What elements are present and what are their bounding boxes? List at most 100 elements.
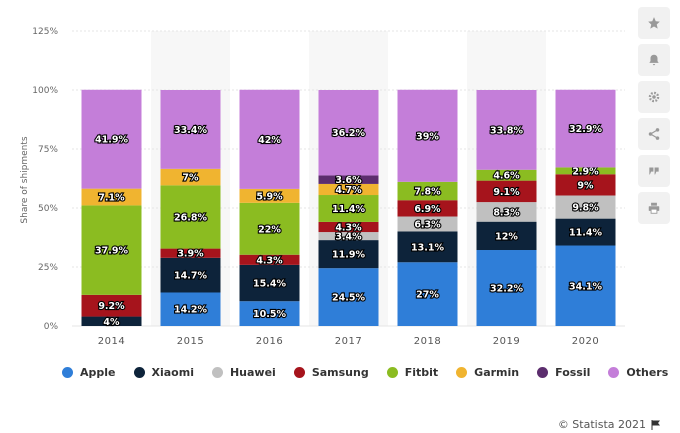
y-tick-label: 25% [38,263,58,273]
bar-segment-xiaomi [239,264,300,302]
legend-marker [537,367,549,378]
bar-segment-fitbit [81,205,142,295]
bar-segment-xiaomi [476,221,537,251]
settings-button[interactable] [638,81,670,113]
bar-segment-huawei [318,232,379,241]
data-label: 11.4% [332,204,365,215]
bar-segment-huawei [555,195,616,219]
data-label: 11.4% [569,228,602,239]
bar-segment-apple [476,250,537,326]
data-label: 10.5% [253,309,286,320]
bar-segment-fitbit [318,195,379,222]
legend-item-huawei[interactable]: Huawei [211,366,276,379]
legend-marker [62,367,73,378]
bar-segment-huawei [397,216,458,232]
x-tick-label: 2020 [572,336,599,347]
statista-credit[interactable]: © Statista 2021 [558,418,661,431]
data-label: 3.4% [335,232,362,243]
legend-label: Fossil [555,366,591,379]
data-label: 27% [416,290,439,301]
notification-button[interactable] [638,44,670,76]
y-tick-label: 75% [38,145,58,155]
bar-segment-garmin [81,188,142,206]
bar-segment-others [81,89,142,189]
legend-item-garmin[interactable]: Garmin [456,366,519,379]
share-button[interactable] [638,118,670,150]
flag-icon [651,419,660,430]
data-label: 33.8% [490,125,523,136]
legend-item-fossil[interactable]: Fossil [537,366,590,379]
data-label: 7% [182,173,199,184]
bar-segment-others [397,89,458,182]
quote-icon [649,167,659,175]
data-label: 14.7% [174,271,207,282]
x-tick-label: 2018 [414,336,441,347]
legend-item-xiaomi[interactable]: Xiaomi [133,366,194,379]
share-icon [648,128,660,140]
print-button[interactable] [638,192,670,224]
bar-segment-fossil [318,175,379,184]
data-label: 26.8% [174,212,207,223]
legend-marker [386,367,398,378]
bar-segment-xiaomi [318,240,379,269]
data-label: 36.2% [332,128,365,139]
legend-item-fitbit[interactable]: Fitbit [386,366,439,379]
bar-segment-apple [239,301,300,326]
bar-segment-fitbit [555,167,616,175]
data-label: 9.1% [493,187,520,198]
bar-segment-huawei [476,202,537,222]
data-label: 6.3% [414,219,441,230]
bar-segment-xiaomi [397,231,458,263]
bar-segment-garmin [318,183,379,196]
data-label: 37.9% [95,246,128,257]
y-tick-label: 100% [32,86,58,96]
bar-segment-xiaomi [555,218,616,246]
bar-segment-apple [318,268,379,326]
data-label: 4.6% [493,171,520,182]
data-label: 11.9% [332,250,365,261]
legend-marker [293,367,305,378]
bar-segment-fitbit [397,181,458,201]
data-label: 6.9% [414,204,441,215]
y-tick-label: 50% [38,204,58,214]
data-label: 39% [416,131,439,142]
data-label: 4.7% [335,185,362,196]
legend-label: Others [626,366,669,379]
gear-icon [648,91,660,103]
data-label: 14.2% [174,305,207,316]
bar-segment-samsung [397,200,458,217]
favorite-button[interactable] [638,7,670,39]
data-label: 9.2% [98,301,125,312]
bar-segment-samsung [318,221,379,233]
bar-segment-fitbit [160,185,221,249]
data-label: 2.9% [572,166,599,177]
legend-label: Huawei [229,366,276,379]
cite-button[interactable] [638,155,670,187]
legend-marker [211,367,223,378]
data-label: 34.1% [569,281,602,292]
bar-segment-others [555,89,616,168]
bar-segment-samsung [160,248,221,258]
bar-segment-xiaomi [160,257,221,293]
bar-segment-xiaomi [81,316,142,326]
chart-toolbar [638,7,670,224]
legend-item-apple[interactable]: Apple [62,366,116,379]
bar-segment-samsung [81,294,142,317]
data-label: 3.9% [177,249,204,260]
legend-item-samsung[interactable]: Samsung [293,366,369,379]
x-tick-label: 2017 [335,336,362,347]
bar-segment-samsung [476,180,537,203]
y-tick-label: 125% [32,27,58,37]
legend-label: Fitbit [404,366,439,379]
data-label: 22% [258,224,281,235]
data-label: 7.1% [98,193,125,204]
bar-segment-fitbit [239,202,300,255]
data-label: 41.9% [95,135,128,146]
bell-icon [649,54,659,66]
data-label: 4.3% [335,222,362,233]
data-label: 9% [577,180,594,191]
legend-item-others[interactable]: Others [608,366,668,379]
bar-segment-apple [555,245,616,326]
chart-legend: Apple Xiaomi Huawei Samsung Fitbit Garmin Foss… [62,366,668,379]
credit-text: © Statista 2021 [557,418,646,431]
